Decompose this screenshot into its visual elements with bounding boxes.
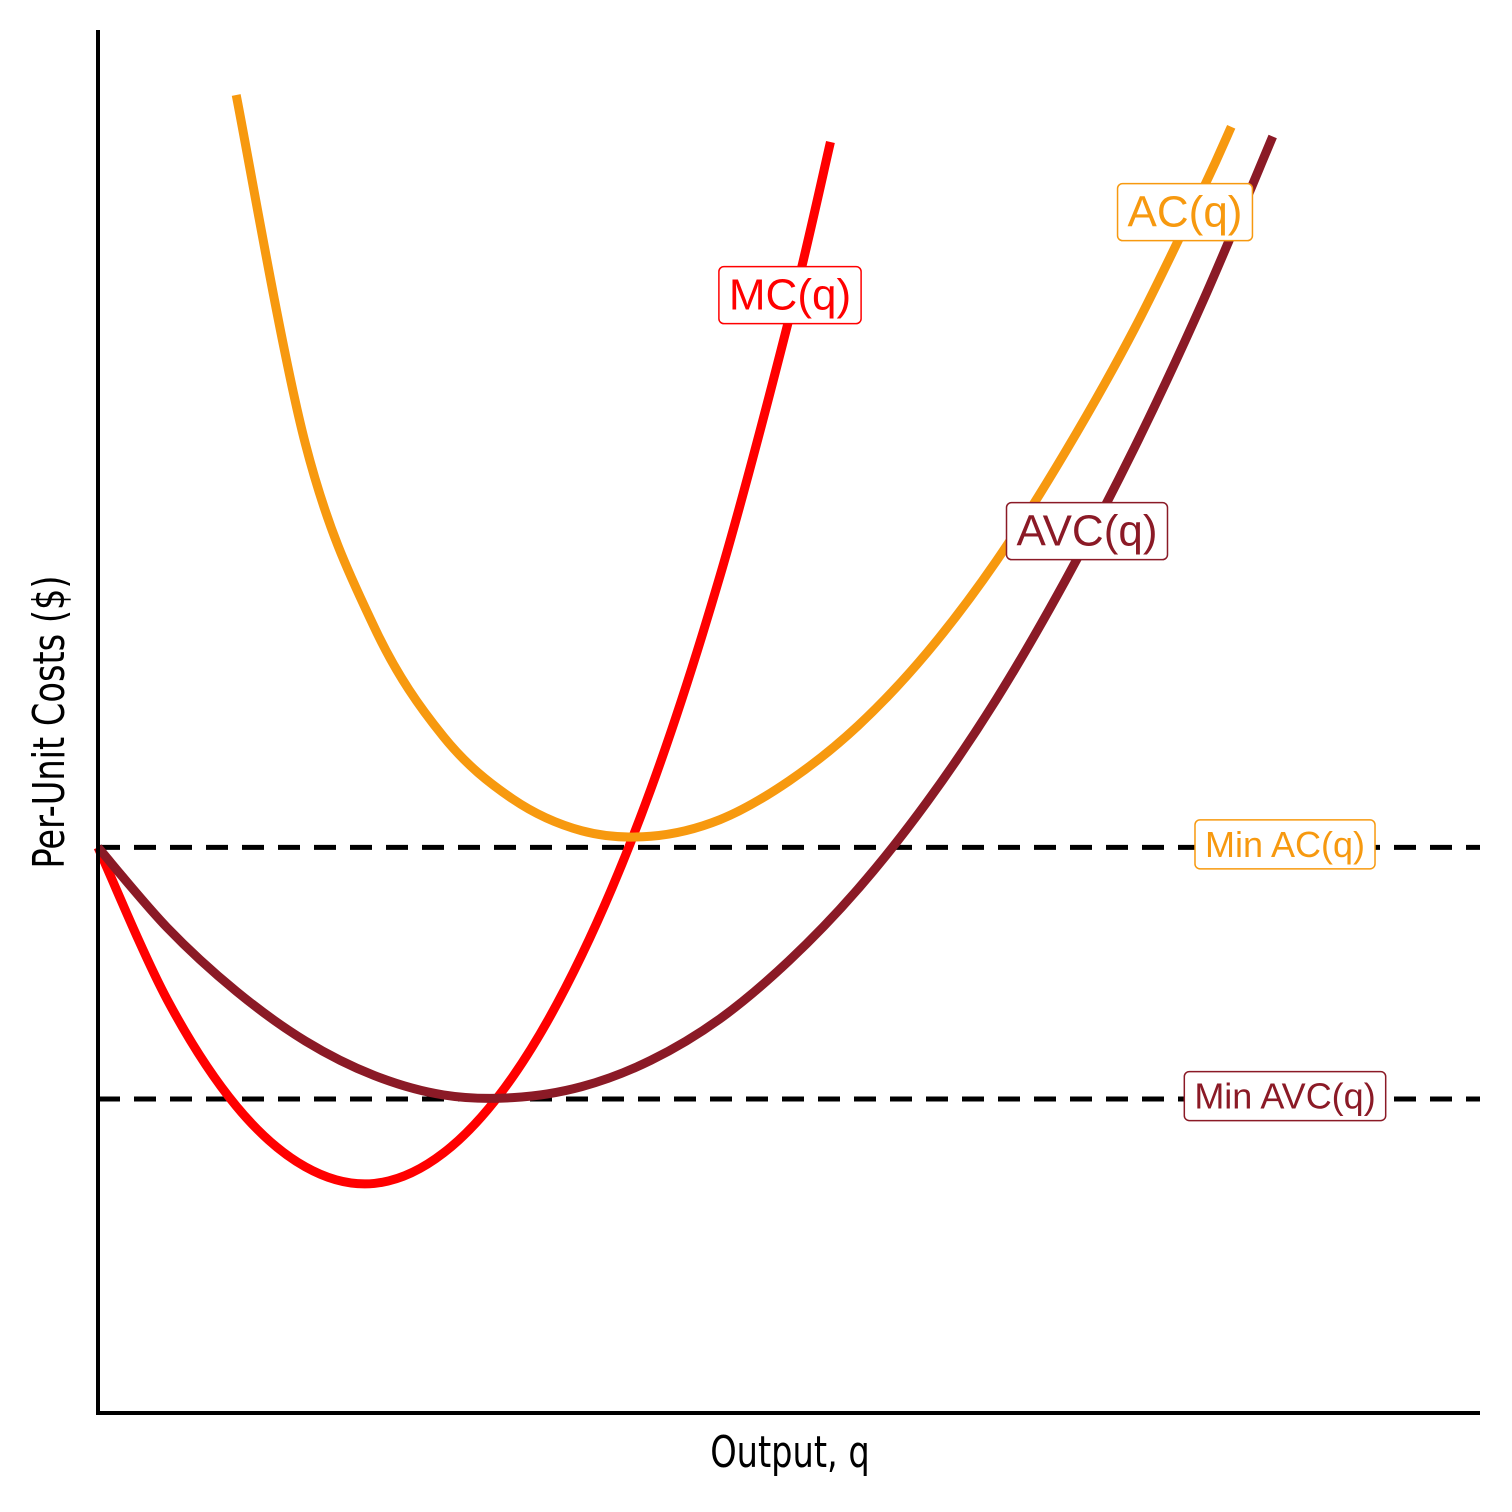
series-label-box xyxy=(718,265,862,325)
cost-curve xyxy=(93,140,835,1189)
series-label-box xyxy=(1005,501,1169,561)
cost-curve xyxy=(94,134,1277,1103)
series-label: AVC(q) xyxy=(1017,507,1158,556)
cost-curve xyxy=(231,94,1236,842)
series-label-box xyxy=(1116,182,1254,242)
reference-label-box xyxy=(1194,819,1376,870)
y-axis-title: Per-Unit Costs ($) xyxy=(23,575,75,868)
reference-label: Min AVC(q) xyxy=(1194,1076,1375,1117)
reference-label-box xyxy=(1183,1070,1387,1122)
series-label: AC(q) xyxy=(1128,188,1243,237)
x-axis-title: Output, q xyxy=(710,1426,870,1478)
reference-label: Min AC(q) xyxy=(1205,824,1365,865)
series-label: MC(q) xyxy=(729,271,851,320)
